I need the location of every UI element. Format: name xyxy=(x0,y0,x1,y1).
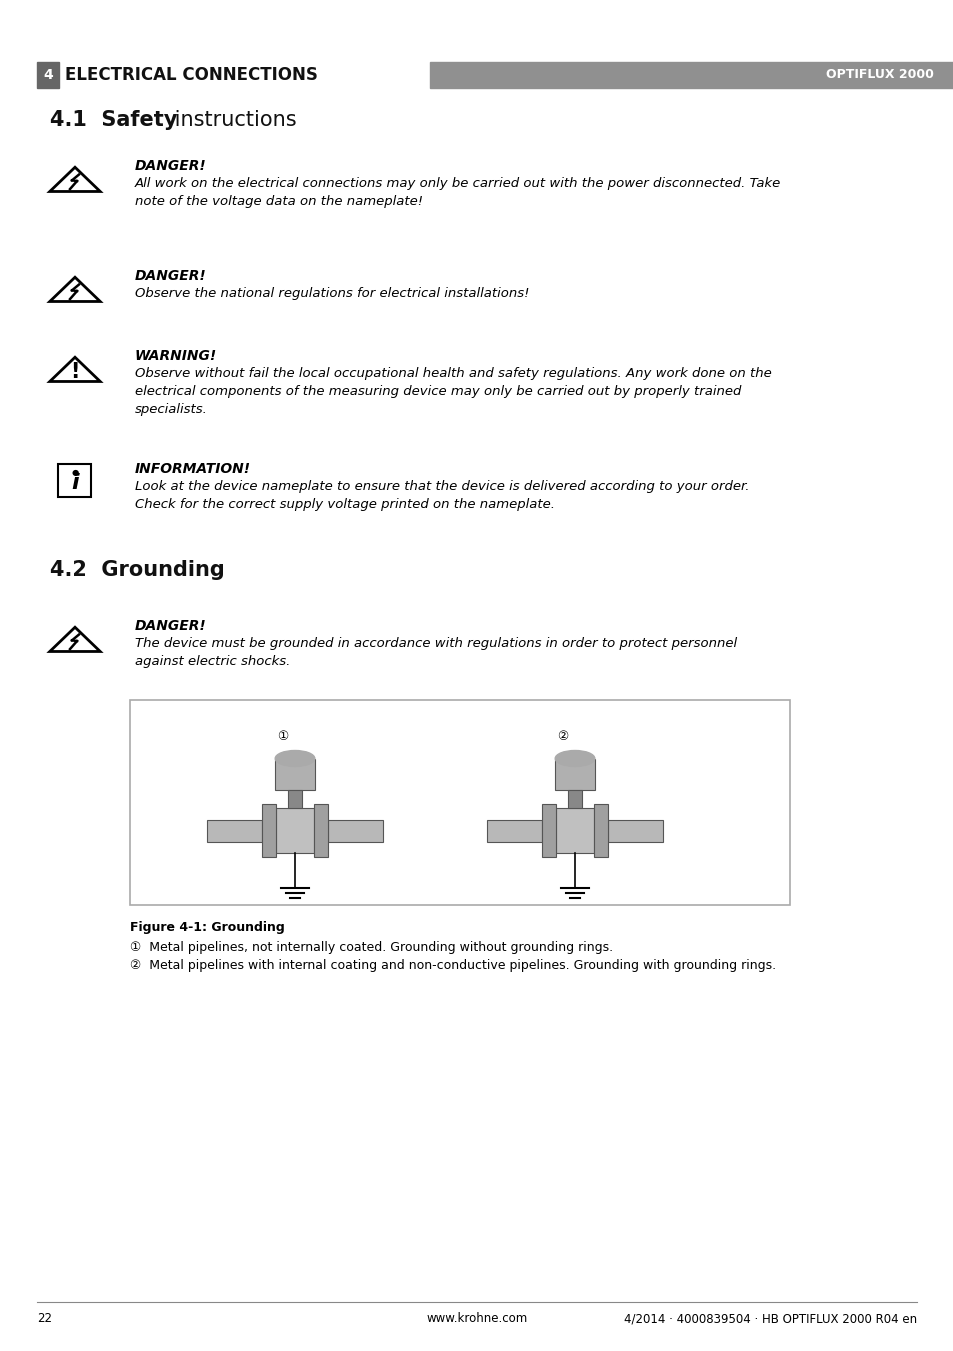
Bar xyxy=(594,804,607,857)
Text: 4: 4 xyxy=(43,68,52,82)
Bar xyxy=(274,758,314,790)
Text: DANGER!: DANGER! xyxy=(135,619,207,634)
Text: DANGER!: DANGER! xyxy=(135,269,207,282)
Bar xyxy=(555,758,594,790)
Bar xyxy=(275,808,314,852)
Text: !: ! xyxy=(71,362,80,382)
Text: Figure 4-1: Grounding: Figure 4-1: Grounding xyxy=(130,921,284,934)
Bar xyxy=(207,820,262,842)
Text: 4.1  Safety: 4.1 Safety xyxy=(50,109,177,130)
Bar xyxy=(541,804,556,857)
Text: ②  Metal pipelines with internal coating and non-conductive pipelines. Grounding: ② Metal pipelines with internal coating … xyxy=(130,959,776,971)
Ellipse shape xyxy=(555,751,594,766)
Bar xyxy=(288,790,302,808)
Bar xyxy=(430,62,953,88)
Text: Observe without fail the local occupational health and safety regulations. Any w: Observe without fail the local occupatio… xyxy=(135,367,771,416)
Bar xyxy=(37,62,59,88)
Text: 22: 22 xyxy=(37,1312,52,1325)
Text: ●: ● xyxy=(71,467,78,477)
Bar xyxy=(58,463,91,497)
Text: All work on the electrical connections may only be carried out with the power di: All work on the electrical connections m… xyxy=(135,177,781,208)
Text: INFORMATION!: INFORMATION! xyxy=(135,462,251,476)
Bar xyxy=(486,820,541,842)
Bar xyxy=(262,804,275,857)
Text: instructions: instructions xyxy=(168,109,296,130)
Text: ①: ① xyxy=(276,730,288,743)
Bar xyxy=(556,808,594,852)
Text: i: i xyxy=(71,473,79,493)
Text: DANGER!: DANGER! xyxy=(135,159,207,173)
Text: WARNING!: WARNING! xyxy=(135,349,217,363)
Text: 4/2014 · 4000839504 · HB OPTIFLUX 2000 R04 en: 4/2014 · 4000839504 · HB OPTIFLUX 2000 R… xyxy=(623,1312,916,1325)
Text: The device must be grounded in accordance with regulations in order to protect p: The device must be grounded in accordanc… xyxy=(135,638,737,667)
Bar xyxy=(567,790,581,808)
Text: OPTIFLUX 2000: OPTIFLUX 2000 xyxy=(825,69,933,81)
Text: Look at the device nameplate to ensure that the device is delivered according to: Look at the device nameplate to ensure t… xyxy=(135,480,749,511)
Text: ②: ② xyxy=(557,730,568,743)
Text: Observe the national regulations for electrical installations!: Observe the national regulations for ele… xyxy=(135,286,529,300)
Text: www.krohne.com: www.krohne.com xyxy=(426,1312,527,1325)
Bar xyxy=(328,820,382,842)
Ellipse shape xyxy=(274,751,314,766)
Text: ①  Metal pipelines, not internally coated. Grounding without grounding rings.: ① Metal pipelines, not internally coated… xyxy=(130,942,613,954)
Bar xyxy=(130,700,789,905)
Bar xyxy=(314,804,328,857)
Text: ELECTRICAL CONNECTIONS: ELECTRICAL CONNECTIONS xyxy=(65,66,317,84)
Bar xyxy=(607,820,662,842)
Text: 4.2  Grounding: 4.2 Grounding xyxy=(50,561,225,580)
